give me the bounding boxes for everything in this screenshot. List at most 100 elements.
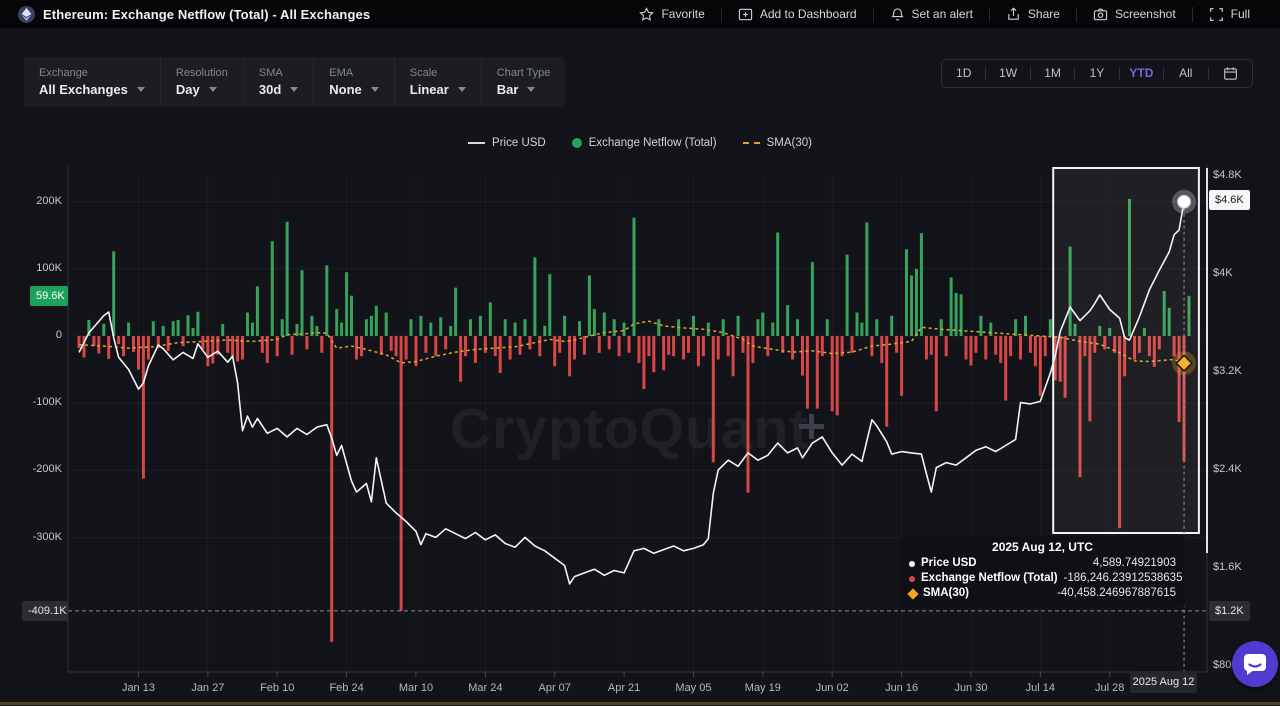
chevron-down-icon (290, 87, 299, 92)
add-to-dashboard-button[interactable]: Add to Dashboard (722, 6, 873, 22)
screenshot-button[interactable]: Screenshot (1077, 6, 1192, 22)
x-axis-tick: Apr 07 (538, 682, 571, 694)
left-axis-tick: -100K (32, 396, 62, 409)
divider (1118, 67, 1120, 80)
x-axis-tick: Mar 24 (468, 682, 503, 694)
x-axis-tick: Jan 27 (191, 682, 225, 694)
bell-icon (890, 7, 905, 22)
divider (1191, 6, 1193, 22)
right-axis-tick: $1.6K (1213, 561, 1242, 573)
orange-diamond-icon (907, 587, 919, 600)
divider (1163, 67, 1165, 80)
ethereum-icon (18, 5, 35, 23)
control-sma[interactable]: SMA 30d (242, 57, 313, 107)
divider (1029, 67, 1031, 80)
netflow-dot-swatch (571, 138, 582, 148)
control-ema[interactable]: EMA None (313, 57, 394, 107)
x-axis-tick: May 05 (675, 682, 712, 694)
control-scale[interactable]: Scale Linear (393, 57, 481, 107)
white-dot-icon (909, 560, 915, 567)
chevron-down-icon (136, 87, 145, 92)
price-min-value-badge: $1.2K (1209, 600, 1250, 621)
range-button-1y[interactable]: 1Y (1089, 66, 1105, 80)
add-dashboard-icon (738, 7, 753, 22)
header-actions: Favorite Add to Dashboard Set an alert Shar… (623, 0, 1266, 28)
camera-icon (1093, 7, 1108, 22)
share-button[interactable]: Share (990, 6, 1076, 22)
x-axis-tick: Jun 30 (954, 682, 988, 694)
left-axis-tick: 0 (55, 329, 62, 341)
chart-legend: Price USD Exchange Netflow (Total) SMA(3… (0, 137, 1280, 149)
fullscreen-icon (1209, 7, 1224, 22)
control-resolution[interactable]: Resolution Day (159, 57, 243, 107)
chevron-down-icon (208, 87, 217, 92)
legend-item-netflow[interactable]: Exchange Netflow (Total) (571, 137, 717, 149)
left-axis-tick: -200K (32, 463, 62, 476)
range-button-1m[interactable]: 1M (1044, 66, 1061, 80)
control-exchange[interactable]: Exchange All Exchanges (24, 57, 160, 107)
x-axis-tick: May 19 (744, 682, 781, 694)
range-button-1w[interactable]: 1W (999, 66, 1018, 80)
x-axis-tick: Jul 14 (1025, 682, 1055, 694)
right-axis-tick: $2.4K (1213, 463, 1242, 475)
title-group: Ethereum: Exchange Netflow (Total) - All… (18, 5, 371, 23)
tooltip-row-netflow: Exchange Netflow (Total) -186,246.239125… (909, 571, 1182, 586)
x-axis-tick: Feb 10 (260, 682, 295, 694)
x-axis-tick: Mar 10 (398, 682, 434, 694)
chevron-down-icon (457, 87, 466, 92)
star-icon (639, 6, 655, 22)
x-axis-tick: Apr 21 (607, 682, 641, 694)
left-axis-tick: 100K (36, 261, 62, 274)
control-chart-type[interactable]: Chart Type Bar (480, 57, 566, 107)
right-axis-tick: $3.2K (1213, 365, 1242, 377)
chat-icon (1244, 654, 1266, 675)
divider (1074, 67, 1076, 80)
chart-controls: Exchange All Exchanges Resolution Day SMA 30d… (24, 57, 566, 107)
range-button-ytd[interactable]: YTD (1129, 66, 1154, 80)
legend-label: Price USD (492, 137, 546, 149)
right-axis-tick: $4.8K (1213, 169, 1242, 181)
chart-tooltip: 2025 Aug 12, UTC Price USD 4,589.7492190… (900, 536, 1185, 607)
crosshair-date-badge: 2025 Aug 12 (1130, 671, 1197, 693)
page-title: Ethereum: Exchange Netflow (Total) - All… (43, 6, 371, 22)
legend-item-sma[interactable]: SMA(30) (742, 137, 812, 149)
divider (720, 6, 722, 22)
set-an-alert-button[interactable]: Set an alert (874, 6, 989, 22)
x-axis-tick: Jul 28 (1095, 682, 1125, 694)
left-axis-tick: 200K (36, 194, 62, 207)
chevron-down-icon (370, 87, 379, 92)
tooltip-row-price: Price USD 4,589.74921903 (909, 556, 1176, 571)
legend-label: Exchange Netflow (Total) (588, 137, 717, 149)
divider (1075, 6, 1077, 22)
x-axis-tick: Feb 24 (329, 682, 364, 694)
tooltip-row-sma: SMA(30) -40,458.246967887615 (907, 586, 1176, 601)
netflow-min-value-badge: -409.1K (22, 600, 68, 621)
legend-item-price[interactable]: Price USD (468, 137, 546, 149)
sma-dash-swatch (742, 142, 760, 144)
netflow-last-value-badge: 59.6K (30, 285, 68, 306)
full-button[interactable]: Full (1193, 6, 1266, 22)
crosshair-cursor-icon (799, 414, 824, 439)
tooltip-date: 2025 Aug 12, UTC (992, 540, 1093, 554)
calendar-icon[interactable] (1209, 66, 1252, 82)
price-line-swatch (468, 142, 486, 144)
x-axis-tick: Jan 13 (121, 682, 155, 694)
chart-bottom-scrollbar[interactable] (0, 702, 1280, 705)
x-axis-tick: Jun 02 (815, 682, 849, 694)
divider (988, 6, 990, 22)
x-axis-tick: Jun 16 (885, 682, 919, 694)
right-axis-tick: $800 (1213, 659, 1238, 671)
chat-launcher-button[interactable] (1232, 641, 1278, 687)
legend-label: SMA(30) (766, 137, 812, 149)
range-button-all[interactable]: All (1179, 66, 1193, 80)
chevron-down-icon (527, 87, 536, 92)
range-button-1d[interactable]: 1D (956, 66, 972, 80)
right-axis-tick: $4K (1213, 267, 1233, 279)
divider (1207, 67, 1209, 80)
divider (985, 67, 987, 80)
price-last-value-badge: $4.6K (1209, 189, 1250, 210)
divider (872, 6, 874, 22)
share-icon (1006, 6, 1021, 22)
favorite-button[interactable]: Favorite (623, 6, 720, 22)
